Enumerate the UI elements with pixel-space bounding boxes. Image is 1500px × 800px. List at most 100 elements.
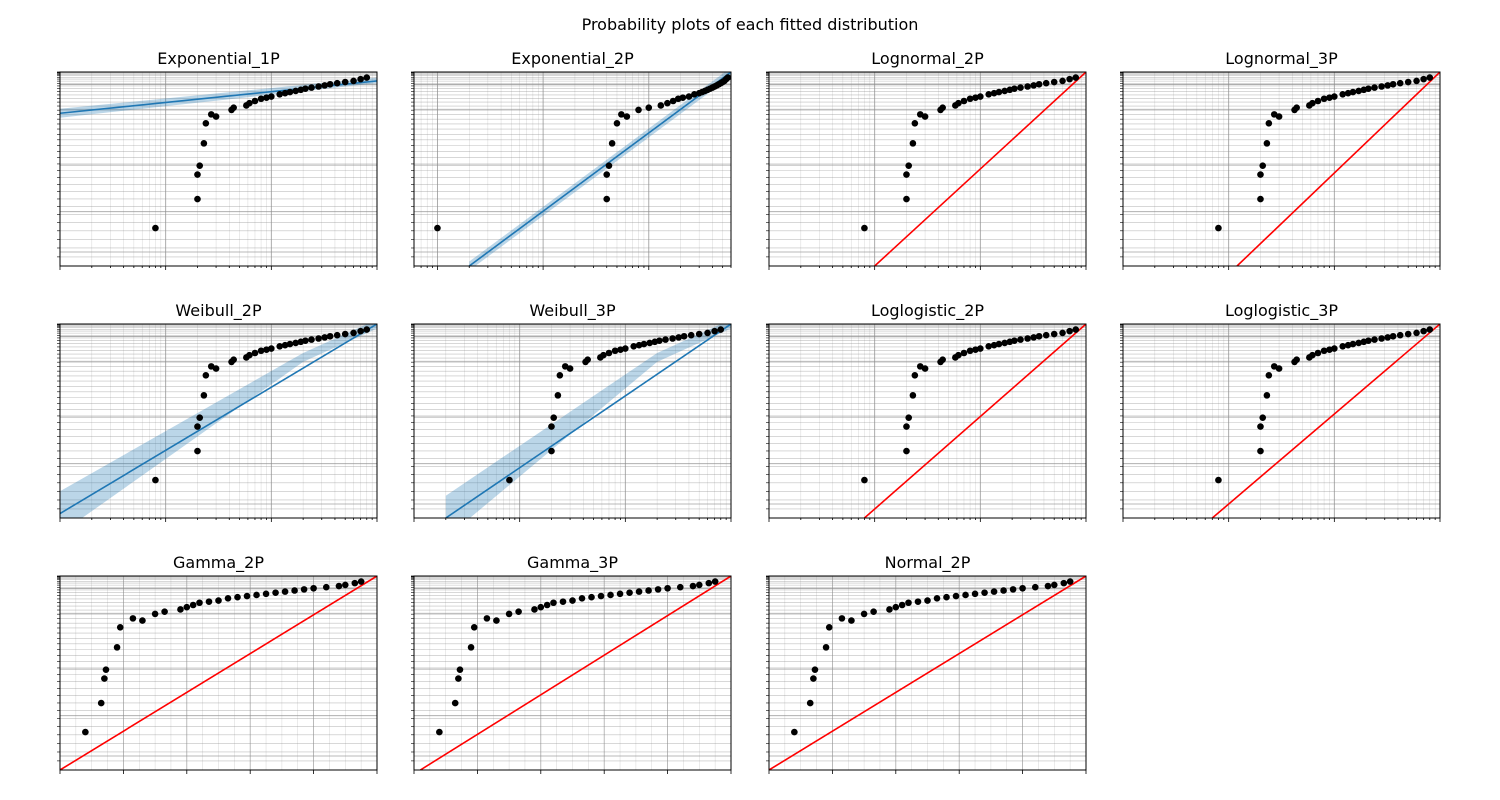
data-point: [838, 615, 846, 622]
data-point: [711, 578, 719, 585]
data-point: [322, 583, 330, 591]
plot-area: [60, 576, 377, 770]
axes-frame: [413, 575, 732, 771]
data-point: [286, 340, 294, 348]
data-point: [806, 699, 814, 707]
axes-frame: [59, 575, 378, 771]
plot-area: [1123, 72, 1440, 266]
data-point: [251, 349, 259, 357]
y-gridlines: [1123, 72, 1440, 258]
data-point: [903, 447, 910, 455]
data-point: [1030, 82, 1038, 89]
data-point: [1066, 327, 1073, 335]
data-point: [1314, 349, 1322, 357]
axes-frame: [768, 71, 1087, 267]
data-point: [1051, 581, 1058, 589]
data-point: [194, 447, 201, 455]
data-point: [205, 598, 213, 605]
data-point: [626, 589, 633, 597]
data-point: [960, 97, 968, 105]
data-point: [1017, 336, 1024, 343]
y-gridlines: [60, 324, 377, 510]
data-point: [679, 94, 687, 101]
subplot-lognormal-3p: Lognormal_3P: [1120, 49, 1441, 270]
data-point: [603, 171, 611, 178]
data-point: [664, 584, 671, 592]
data-point: [1404, 330, 1412, 338]
data-point: [664, 99, 671, 107]
x-gridlines: [769, 576, 1086, 770]
data-point: [921, 365, 929, 372]
data-point: [689, 582, 697, 590]
data-point: [1066, 75, 1073, 83]
fit-line: [60, 324, 377, 515]
data-point: [1257, 171, 1264, 178]
data-point: [955, 351, 962, 359]
data-points: [434, 74, 731, 232]
tick-marks: [766, 71, 1087, 270]
data-point: [905, 599, 912, 607]
data-point: [116, 623, 124, 631]
data-point: [357, 75, 364, 83]
x-gridlines: [1123, 72, 1440, 266]
data-point: [1001, 87, 1008, 95]
data-point: [886, 606, 893, 613]
data-point: [230, 356, 237, 363]
data-point: [1019, 584, 1026, 592]
data-point: [315, 83, 322, 90]
data-point: [246, 99, 253, 107]
data-point: [1050, 78, 1058, 86]
data-points: [152, 74, 371, 232]
data-point: [470, 623, 478, 631]
data-point: [515, 608, 522, 615]
data-point: [605, 162, 613, 169]
data-point: [559, 598, 567, 605]
data-point: [257, 347, 265, 355]
data-point: [898, 601, 906, 609]
data-point: [1320, 347, 1328, 355]
subplot-title: Gamma_2P: [173, 553, 264, 573]
data-point: [1035, 80, 1043, 88]
tick-marks: [57, 575, 378, 774]
data-point: [1066, 578, 1074, 585]
plot-area: [769, 576, 1086, 770]
data-point: [645, 587, 652, 594]
data-point: [1413, 77, 1420, 85]
subplot-loglogistic-3p: Loglogistic_3P: [1120, 301, 1441, 522]
data-point: [645, 104, 653, 111]
data-point: [326, 332, 334, 340]
data-point: [635, 106, 642, 114]
axes-frame: [59, 71, 378, 267]
subplot-normal-2p: Normal_2P: [766, 553, 1087, 774]
data-point: [268, 345, 275, 352]
data-point: [704, 329, 711, 337]
data-point: [1413, 329, 1420, 337]
data-points: [861, 326, 1080, 484]
data-point: [333, 79, 341, 87]
data-point: [556, 371, 564, 379]
plot-area: [1123, 324, 1440, 518]
data-point: [810, 675, 817, 682]
subplot-gamma-2p: Gamma_2P: [57, 553, 378, 774]
data-point: [1426, 326, 1434, 333]
data-point: [1059, 329, 1066, 337]
x-gridlines: [414, 72, 731, 266]
data-point: [977, 93, 984, 100]
data-point: [1263, 140, 1271, 147]
data-point: [341, 330, 349, 338]
axes-frame: [768, 323, 1087, 519]
data-point: [194, 171, 201, 178]
data-point: [1349, 340, 1357, 348]
data-points: [791, 578, 1074, 736]
data-point: [569, 597, 576, 604]
data-point: [1031, 583, 1039, 591]
axes-frame: [1122, 71, 1441, 267]
data-point: [905, 162, 913, 169]
tick-marks: [57, 71, 378, 270]
data-point: [1384, 82, 1392, 89]
data-point: [234, 593, 241, 601]
data-point: [622, 345, 629, 352]
subplot-weibull-2p: Weibull_2P: [57, 301, 378, 522]
fit-line: [468, 72, 731, 266]
subplot-lognormal-2p: Lognormal_2P: [766, 49, 1087, 270]
